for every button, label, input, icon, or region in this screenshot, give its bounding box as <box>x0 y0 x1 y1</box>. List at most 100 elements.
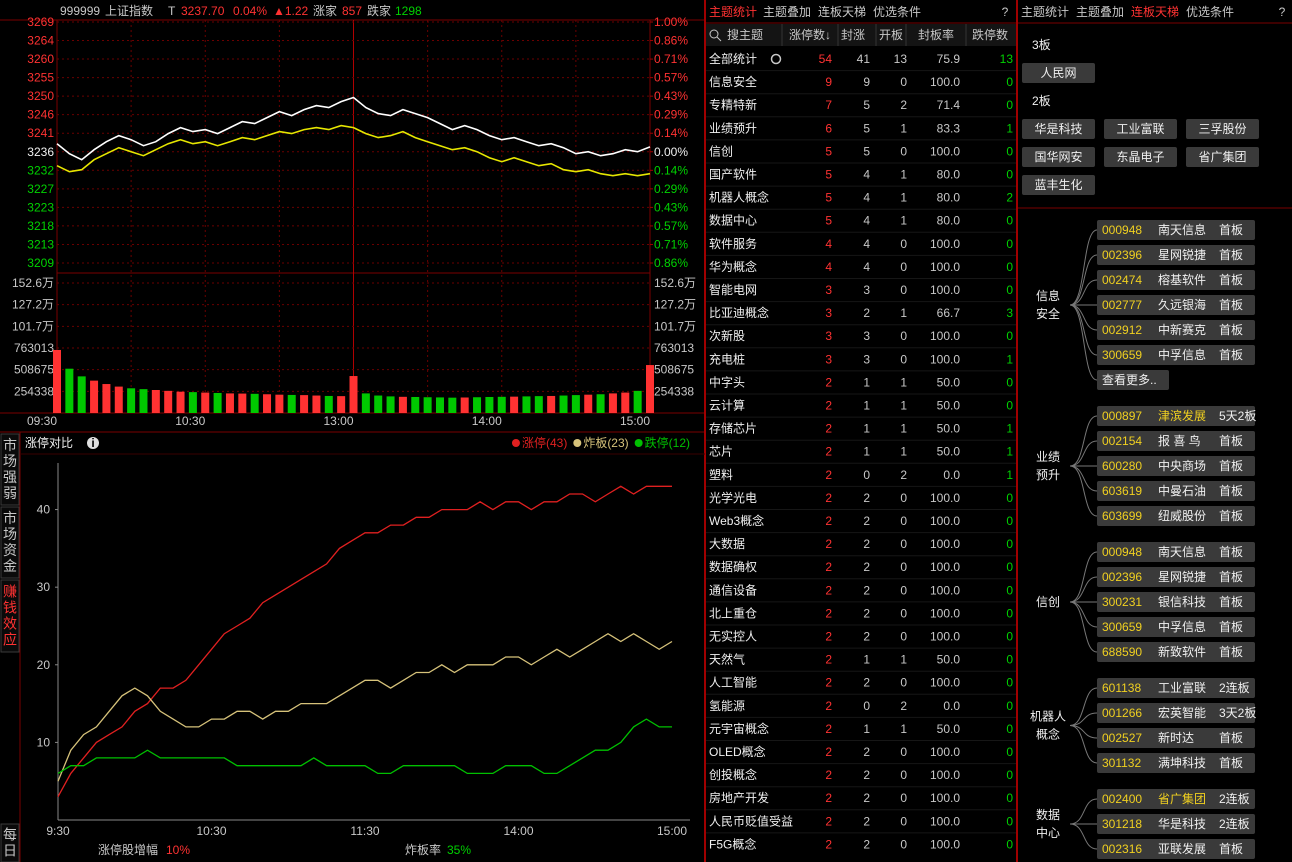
stock-chip[interactable] <box>1097 345 1255 365</box>
stock-chip[interactable] <box>1186 147 1259 167</box>
side-tab-label[interactable]: 市场强弱 <box>2 437 18 502</box>
side-tab[interactable] <box>0 579 20 653</box>
theme-name[interactable]: 人民币贬值受益 <box>709 813 793 828</box>
stock-chip[interactable] <box>1097 617 1255 637</box>
theme-name[interactable]: 软件服务 <box>709 236 757 251</box>
stock-chip[interactable] <box>1097 839 1255 859</box>
stock-chip[interactable] <box>1104 119 1177 139</box>
tab[interactable]: 主题叠加 <box>763 5 811 19</box>
group-theme[interactable]: 数据中心 <box>1036 807 1060 840</box>
theme-name[interactable]: 中字头 <box>709 374 745 389</box>
tab[interactable]: 优选条件 <box>873 5 921 19</box>
stock-chip[interactable] <box>1022 147 1095 167</box>
stock-chip[interactable] <box>1104 147 1177 167</box>
stock-chip[interactable] <box>1097 245 1255 265</box>
help[interactable]: ? <box>1002 5 1009 19</box>
column-header[interactable]: 搜主题 <box>727 27 763 42</box>
column-header[interactable]: 跌停数 <box>972 27 1008 42</box>
theme-name[interactable]: 元宇宙概念 <box>709 721 769 736</box>
theme-name[interactable]: 信创 <box>709 144 733 158</box>
theme-name[interactable]: 业绩预升 <box>709 121 757 135</box>
theme-name[interactable]: 天然气 <box>709 652 745 667</box>
theme-name[interactable]: 智能电网 <box>709 282 757 297</box>
column-header[interactable]: 封板率 <box>918 27 954 42</box>
radio-icon[interactable] <box>770 53 782 65</box>
theme-name[interactable]: 通信设备 <box>709 583 757 597</box>
stock-chip[interactable] <box>1097 456 1255 476</box>
stock-name[interactable]: 国华网安 <box>1034 149 1082 164</box>
stock-chip[interactable] <box>1097 431 1255 451</box>
stock-chip[interactable] <box>1022 119 1095 139</box>
theme-name[interactable]: 数据确权 <box>709 559 757 574</box>
stock-name[interactable]: 工业富联 <box>1116 121 1164 136</box>
theme-name[interactable]: 数据中心 <box>709 213 757 228</box>
help[interactable]: ? <box>1279 5 1286 19</box>
stock-chip[interactable] <box>1097 295 1255 315</box>
theme-name[interactable]: 房地产开发 <box>709 790 769 805</box>
theme-name[interactable]: OLED概念 <box>709 744 766 759</box>
stock-name[interactable]: 蓝丰生化 <box>1034 178 1082 192</box>
group-theme[interactable]: 信息安全 <box>1036 288 1060 321</box>
theme-name[interactable]: 人工智能 <box>709 675 757 690</box>
tab[interactable]: 优选条件 <box>1186 5 1234 19</box>
tab[interactable]: 主题统计 <box>709 5 757 19</box>
theme-name[interactable]: 氢能源 <box>709 698 745 713</box>
theme-name[interactable]: 芯片 <box>709 445 733 459</box>
stock-chip[interactable] <box>1022 175 1095 195</box>
stock-chip[interactable] <box>1097 320 1255 340</box>
stock-chip[interactable] <box>1097 642 1255 662</box>
stock-chip[interactable] <box>1097 728 1255 748</box>
theme-name[interactable]: Web3概念 <box>709 513 764 528</box>
tab[interactable]: 主题叠加 <box>1076 5 1124 19</box>
column-header[interactable]: 涨停数↓ <box>789 27 831 42</box>
side-tab[interactable] <box>0 823 20 862</box>
stock-chip[interactable] <box>1186 119 1259 139</box>
theme-name[interactable]: 北上重仓 <box>709 606 757 620</box>
theme-name[interactable]: 充电桩 <box>709 351 745 366</box>
theme-name[interactable]: 创投概念 <box>709 767 757 782</box>
theme-name[interactable]: 无实控人 <box>709 629 757 644</box>
stock-name[interactable]: 华是科技 <box>1034 122 1082 136</box>
stock-chip[interactable] <box>1022 63 1095 83</box>
side-tab-label[interactable]: 每日 <box>2 827 18 859</box>
stock-chip[interactable] <box>1097 592 1255 612</box>
theme-name[interactable]: 全部统计 <box>709 51 757 66</box>
theme-name[interactable]: 专精特新 <box>709 97 757 112</box>
search-icon[interactable] <box>709 29 719 39</box>
stock-chip[interactable] <box>1097 567 1255 587</box>
side-tab-label[interactable]: 赚钱效应 <box>2 584 18 648</box>
stock-chip[interactable] <box>1097 506 1255 526</box>
stock-name[interactable]: 三孚股份 <box>1198 122 1246 136</box>
theme-name[interactable]: 塑料 <box>709 467 733 482</box>
stock-name[interactable]: 人民网 <box>1040 66 1076 80</box>
theme-name[interactable]: 机器人概念 <box>709 190 769 205</box>
theme-name[interactable]: 光学光电 <box>709 490 757 505</box>
stock-chip[interactable] <box>1097 678 1255 698</box>
tab[interactable]: 连板天梯 <box>1131 4 1179 19</box>
theme-name[interactable]: 信息安全 <box>709 74 757 89</box>
stock-chip[interactable] <box>1097 270 1255 290</box>
stock-name[interactable]: 东晶电子 <box>1116 150 1164 164</box>
stock-chip[interactable] <box>1097 542 1255 562</box>
stock-chip[interactable] <box>1097 703 1255 723</box>
side-tab[interactable] <box>0 506 20 579</box>
stock-chip[interactable] <box>1097 814 1255 834</box>
group-theme[interactable]: 机器人概念 <box>1030 710 1066 742</box>
theme-name[interactable]: 比亚迪概念 <box>709 305 769 320</box>
more-link[interactable]: 查看更多.. <box>1102 373 1157 387</box>
column-header[interactable]: 开板 <box>879 28 903 42</box>
theme-name[interactable]: 大数据 <box>709 536 745 551</box>
stock-chip[interactable] <box>1097 220 1255 240</box>
theme-name[interactable]: F5G概念 <box>709 836 756 851</box>
theme-name[interactable]: 华为概念 <box>709 259 757 274</box>
theme-name[interactable]: 云计算 <box>709 398 745 413</box>
theme-name[interactable]: 次新股 <box>709 328 745 343</box>
stock-chip[interactable] <box>1097 789 1255 809</box>
theme-name[interactable]: 存储芯片 <box>709 421 757 436</box>
stock-chip[interactable] <box>1097 481 1255 501</box>
stock-chip[interactable] <box>1097 406 1255 426</box>
tab[interactable]: 连板天梯 <box>818 4 866 19</box>
side-tab-label[interactable]: 市场资金 <box>2 510 18 575</box>
stock-chip[interactable] <box>1097 753 1255 773</box>
column-header[interactable]: 封涨 <box>841 27 865 42</box>
